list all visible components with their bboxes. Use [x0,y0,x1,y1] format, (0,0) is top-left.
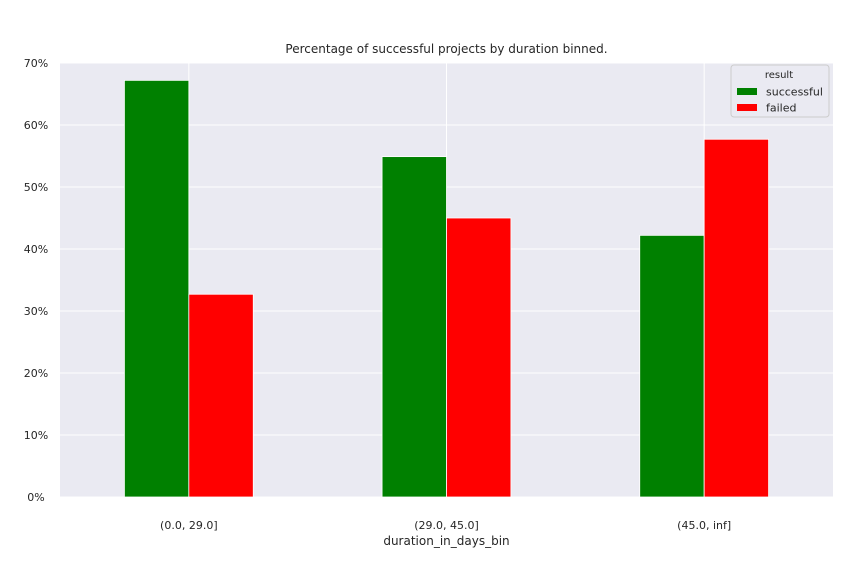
y-tick-label: 30% [24,305,48,318]
chart-title: Percentage of successful projects by dur… [285,42,607,56]
y-tick-label: 10% [24,429,48,442]
legend-items: successful failed [737,86,823,115]
legend: result successful failed [730,64,830,118]
bar-failed [446,217,512,498]
y-tick-label: 0% [27,491,44,504]
bars [124,79,769,498]
y-tick-label: 20% [24,367,48,380]
legend-label: failed [766,102,796,115]
bar-successful [124,79,190,498]
x-tick-label: (0.0, 29.0] [160,519,218,532]
y-tick-label: 50% [24,181,48,194]
y-tick-label: 40% [24,243,48,256]
y-tick-label: 60% [24,119,48,132]
y-tick-label: 70% [24,57,48,70]
bar-successful [381,156,447,498]
bar-failed [703,138,769,498]
x-tick-label: (29.0, 45.0] [414,519,479,532]
legend-swatch [737,88,757,95]
x-axis-ticks: (0.0, 29.0] (29.0, 45.0] (45.0, inf] [160,519,731,532]
bar-failed [188,293,254,498]
legend-title: result [765,70,793,81]
legend-swatch [737,104,757,111]
y-axis-ticks: 0% 10% 20% 30% 40% 50% 60% 70% [24,57,48,504]
legend-label: successful [766,86,823,99]
bar-successful [639,234,705,498]
x-tick-label: (45.0, inf] [677,519,731,532]
x-axis-label: duration_in_days_bin [383,534,509,548]
